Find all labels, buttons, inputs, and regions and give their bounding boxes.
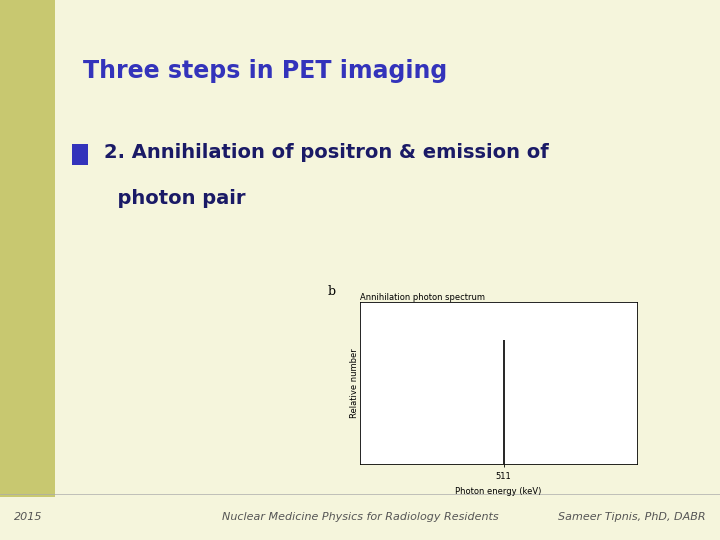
FancyBboxPatch shape (72, 144, 88, 165)
Text: photon pair: photon pair (104, 189, 246, 208)
Text: Sameer Tipnis, PhD, DABR: Sameer Tipnis, PhD, DABR (558, 512, 706, 522)
Text: b: b (328, 285, 336, 298)
Text: 2. Annihilation of positron & emission of: 2. Annihilation of positron & emission o… (104, 143, 549, 162)
FancyBboxPatch shape (0, 0, 55, 497)
Text: Three steps in PET imaging: Three steps in PET imaging (83, 59, 447, 83)
Text: Nuclear Medicine Physics for Radiology Residents: Nuclear Medicine Physics for Radiology R… (222, 512, 498, 522)
Y-axis label: Relative number: Relative number (350, 348, 359, 418)
Text: Annihilation photon spectrum: Annihilation photon spectrum (360, 293, 485, 302)
Text: 2015: 2015 (14, 512, 43, 522)
X-axis label: Photon energy (keV): Photon energy (keV) (456, 487, 541, 496)
